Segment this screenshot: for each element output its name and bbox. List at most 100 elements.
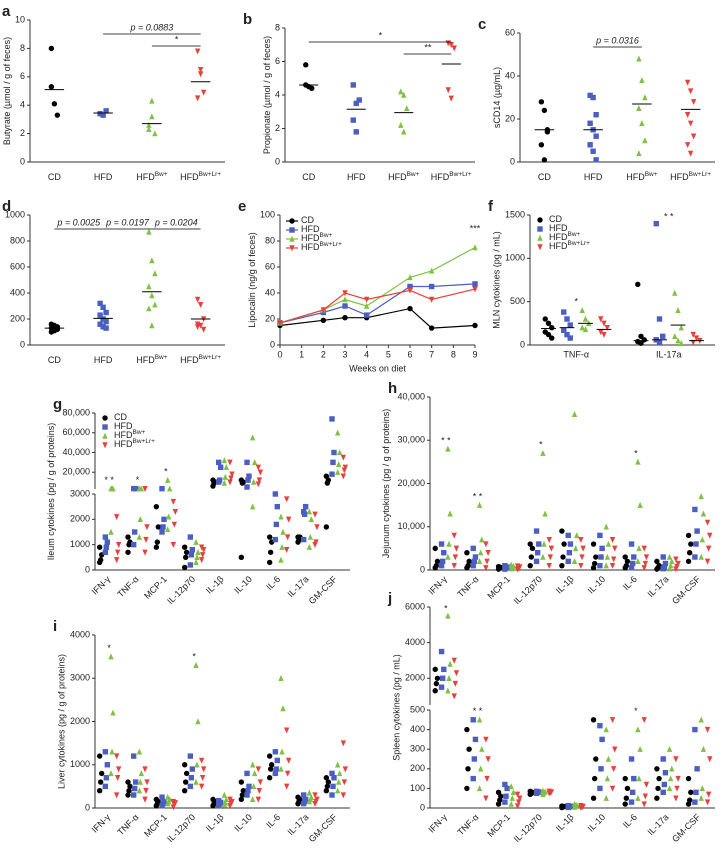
point [239,792,246,798]
point [686,797,693,803]
x-tick-label: HFDBw+ [388,171,420,182]
point [704,726,711,733]
point [113,753,120,760]
point [690,339,696,346]
x-tick-label: IL-17a [285,574,310,599]
point [136,533,143,540]
point [599,545,605,552]
legend-label: HFD [114,421,133,431]
point [340,792,347,799]
point [331,775,337,781]
point [102,749,109,755]
point [476,785,483,792]
x-tick-label-sup: Bw+ [645,171,658,178]
point [100,304,106,310]
point [51,101,58,107]
point [183,770,190,777]
point [579,324,585,331]
point [654,795,660,801]
point [161,798,167,805]
significance: * [444,603,448,613]
significance: * * [473,706,483,716]
x-tick-label: IL-6 [621,574,639,592]
y-tick-label: 1500 [505,209,525,219]
x-axis-label: Weeks on diet [349,363,406,373]
point [465,766,471,772]
point [166,485,173,492]
legend-label-base: HFD [114,430,133,440]
point [445,87,451,94]
point [446,540,452,547]
point [470,717,476,723]
significance: * * [664,211,674,221]
point [329,416,335,422]
x-tick-label: HFD [347,172,366,182]
point [547,554,554,561]
point [142,766,148,773]
x-tick-label-sup: Bw+Lr+ [199,354,222,361]
point [255,481,262,488]
point [593,756,599,762]
point [407,305,413,312]
point [198,783,205,790]
point [559,562,565,569]
point [471,756,478,762]
point [109,748,115,755]
point [187,534,194,540]
point [688,541,694,547]
point [707,756,713,763]
point [137,778,144,785]
y-tick-label: 40,000 [62,447,90,457]
point [509,794,516,801]
point [559,528,565,534]
point [340,473,347,480]
y-tick-label: 20,000 [397,478,425,488]
point [96,753,103,759]
point [308,793,315,800]
point [470,545,476,552]
legend-marker [289,227,295,233]
x-tick-label: TNF-α [115,574,140,599]
point [675,307,681,314]
point [283,783,290,790]
point [610,556,617,563]
significance: * [164,466,168,476]
point [170,541,177,548]
point [334,468,341,475]
point [142,486,148,492]
point [508,561,514,568]
point [164,526,171,533]
point [639,120,645,126]
panel-label: h [388,380,397,397]
point [249,761,256,768]
legend-label-base: HFD [549,232,568,242]
point [363,302,370,309]
legend-label-base: HFD [114,421,133,431]
x-tick-label-base: HFD [388,172,407,182]
point [198,757,205,764]
point [622,775,628,782]
point [181,564,188,571]
point [438,648,445,655]
legend-label-base: CD [114,412,127,422]
point [604,775,611,782]
point [256,477,263,484]
point [579,307,585,314]
point [149,97,155,104]
point [300,509,307,515]
point [278,765,284,772]
point [160,524,166,530]
point [115,766,122,773]
legend-marker [289,235,295,242]
point [221,791,228,798]
point [238,779,245,785]
point [591,560,598,567]
significance: * * [104,475,114,485]
x-tick-label-base: HFD [136,172,155,182]
point [559,803,565,809]
point [181,788,188,794]
point [694,528,700,534]
point [182,554,189,561]
y-axis-label: Liver cytokines (pg / g of proteins) [57,654,67,789]
point [227,796,233,803]
